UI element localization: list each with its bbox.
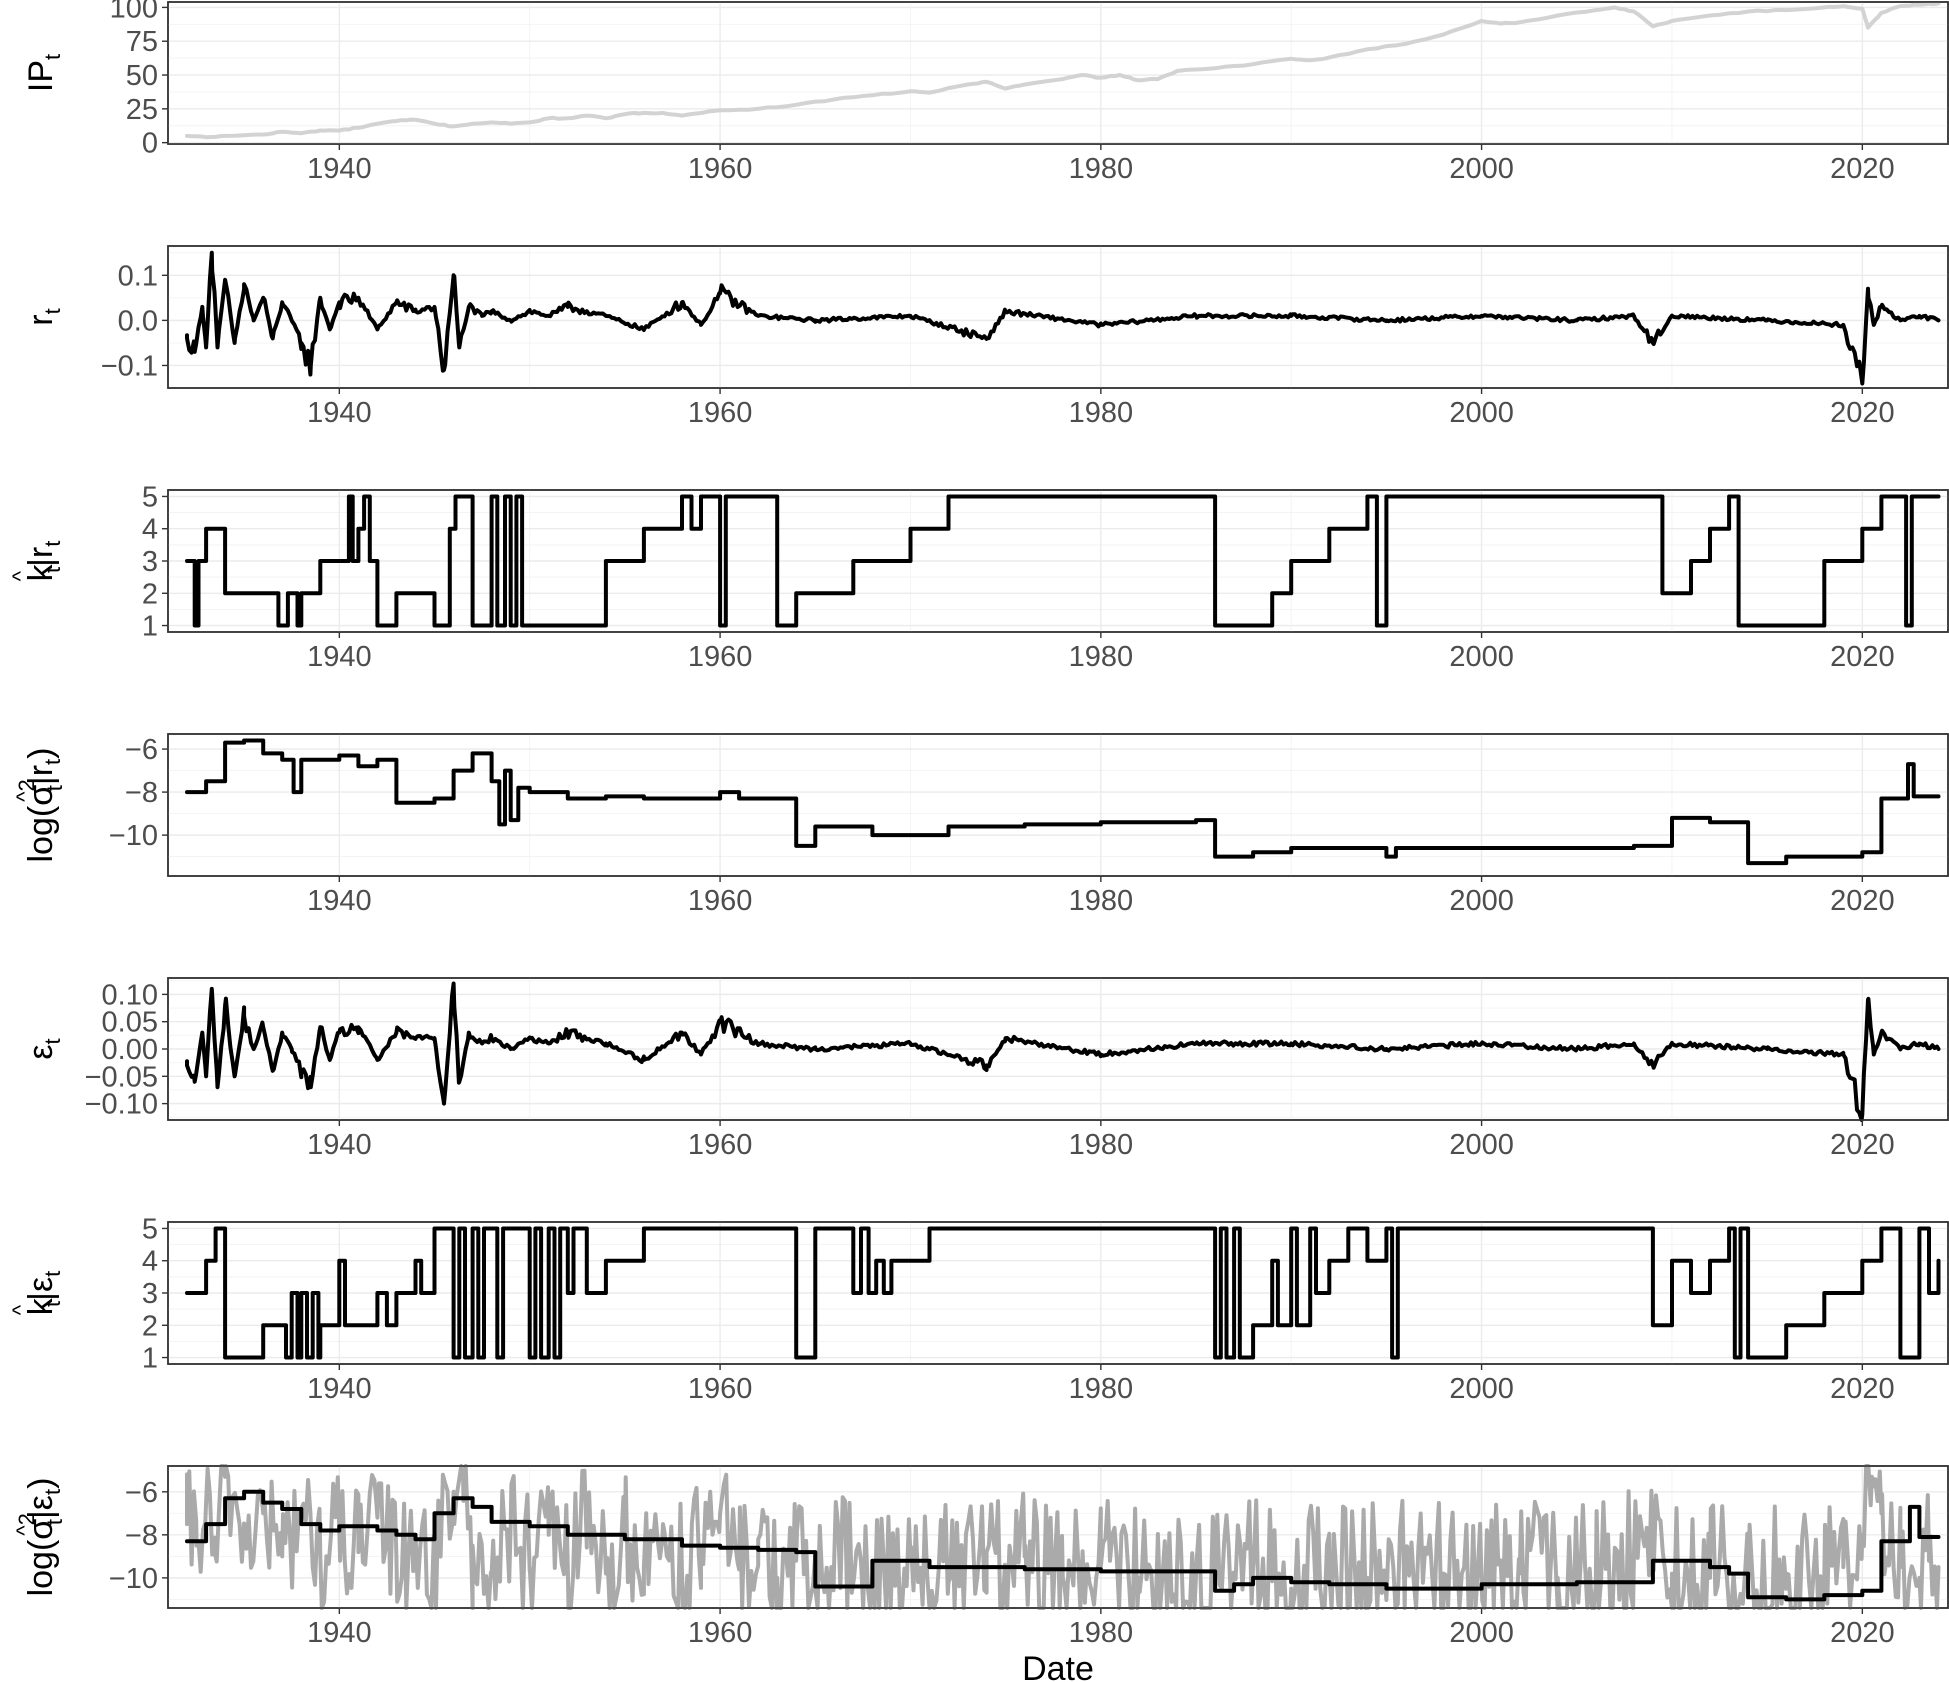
- y-tick-label: −0.05: [85, 1061, 158, 1093]
- y-tick-label: −8: [125, 777, 158, 809]
- x-tick-label: 1960: [688, 1373, 753, 1405]
- series-line-1: [185, 494, 1941, 628]
- panel-border: [167, 1465, 1949, 1609]
- x-tick-label: 1960: [688, 1129, 753, 1161]
- y-tick-label: −8: [125, 1520, 158, 1552]
- x-tick-label: 2020: [1830, 1373, 1895, 1405]
- x-tick-label: 2000: [1449, 641, 1514, 673]
- x-tick-label: 1940: [307, 153, 372, 185]
- panel-4: −10 −8 −6 1940 1960 1980 2000 2020 log(σ^2 t|rt): [12, 733, 1949, 917]
- panel-border: [167, 1, 1949, 145]
- x-tick-label: 1980: [1069, 1129, 1134, 1161]
- y-tick-label: 75: [126, 26, 158, 58]
- x-tick-label: 1940: [307, 641, 372, 673]
- x-tick-label: 2020: [1830, 1129, 1895, 1161]
- y-axis-title: IPt: [22, 54, 65, 92]
- y-tick-label: 0.0: [118, 305, 158, 337]
- x-tick-label: 2000: [1449, 1617, 1514, 1649]
- y-axis-title: log(σ^2 t|rt): [12, 748, 67, 863]
- panel-2: −0.1 0.0 0.1 1940 1960 1980 2000 2020 rt: [22, 245, 1949, 429]
- y-tick-label: −6: [125, 734, 158, 766]
- panel-border: [167, 245, 1949, 389]
- x-tick-label: 2020: [1830, 641, 1895, 673]
- x-tick-label: 2020: [1830, 1617, 1895, 1649]
- y-tick-label: 2: [142, 578, 158, 610]
- y-tick-label: −0.10: [85, 1089, 158, 1121]
- y-tick-label: −0.1: [101, 350, 158, 382]
- y-tick-label: 1: [142, 1343, 158, 1375]
- y-tick-label: −10: [109, 1563, 158, 1595]
- x-tick-label: 2000: [1449, 153, 1514, 185]
- x-tick-label: 1940: [307, 885, 372, 917]
- x-tick-label: 1960: [688, 885, 753, 917]
- y-tick-label: 0.00: [102, 1034, 158, 1066]
- x-tick-label: 1960: [688, 1617, 753, 1649]
- x-tick-label: 1980: [1069, 641, 1134, 673]
- series-line-1: [185, 250, 1941, 386]
- x-tick-label: 1940: [307, 1617, 372, 1649]
- x-tick-label: 2020: [1830, 885, 1895, 917]
- y-tick-label: 4: [142, 1246, 158, 1278]
- y-tick-label: 4: [142, 514, 158, 546]
- panel-5: −0.10−0.050.000.050.10 1940 1960 1980 2000 20…: [22, 977, 1949, 1161]
- y-tick-label: 0.05: [102, 1007, 158, 1039]
- y-axis-title: εt: [22, 1038, 65, 1059]
- y-tick-label: 0: [142, 128, 158, 160]
- y-tick-label: 0.10: [102, 979, 158, 1011]
- series-line-1: [185, 738, 1941, 866]
- series-line-1: [185, 1226, 1941, 1360]
- x-tick-label: 1960: [688, 153, 753, 185]
- y-axis-title: log(σ^2 t|εt): [12, 1478, 67, 1597]
- panel-frame: [167, 733, 1949, 877]
- y-tick-label: 5: [142, 481, 158, 513]
- series-line-1: [185, 1, 1941, 140]
- x-tick-label: 1940: [307, 397, 372, 429]
- y-tick-label: 1: [142, 611, 158, 643]
- x-tick-label: 2000: [1449, 1129, 1514, 1161]
- x-tick-label: 2000: [1449, 1373, 1514, 1405]
- x-tick-label: 1980: [1069, 1373, 1134, 1405]
- y-tick-label: 5: [142, 1213, 158, 1245]
- x-tick-label: 2020: [1830, 397, 1895, 429]
- y-tick-label: −10: [109, 820, 158, 852]
- y-tick-label: −6: [125, 1477, 158, 1509]
- x-tick-label: 2000: [1449, 397, 1514, 429]
- y-tick-label: 25: [126, 94, 158, 126]
- y-axis-title: k^t|rt: [8, 541, 65, 582]
- y-tick-label: 100: [110, 0, 158, 24]
- x-tick-label: 1980: [1069, 397, 1134, 429]
- y-tick-label: 0.1: [118, 260, 158, 292]
- series-line-2: [185, 1489, 1941, 1602]
- x-tick-label: 2000: [1449, 885, 1514, 917]
- x-tick-label: 1960: [688, 641, 753, 673]
- x-tick-label: 1960: [688, 397, 753, 429]
- x-tick-label: 1980: [1069, 1617, 1134, 1649]
- x-tick-label: 2020: [1830, 153, 1895, 185]
- y-tick-label: 50: [126, 60, 158, 92]
- panel-border: [167, 733, 1949, 877]
- x-tick-label: 1980: [1069, 885, 1134, 917]
- y-axis-title: k^t|εt: [8, 1271, 65, 1316]
- series-line-1: [185, 981, 1941, 1122]
- y-axis-title: rt: [22, 308, 65, 325]
- y-tick-label: 3: [142, 546, 158, 578]
- x-axis-title: Date: [1022, 1650, 1094, 1682]
- x-tick-label: 1940: [307, 1129, 372, 1161]
- x-tick-label: 1980: [1069, 153, 1134, 185]
- y-tick-label: 3: [142, 1278, 158, 1310]
- panel-7: −10 −8 −6 1940 1960 1980 2000 2020 log(σ^2 t|εt): [12, 1464, 1949, 1649]
- x-tick-label: 1940: [307, 1373, 372, 1405]
- y-tick-label: 2: [142, 1310, 158, 1342]
